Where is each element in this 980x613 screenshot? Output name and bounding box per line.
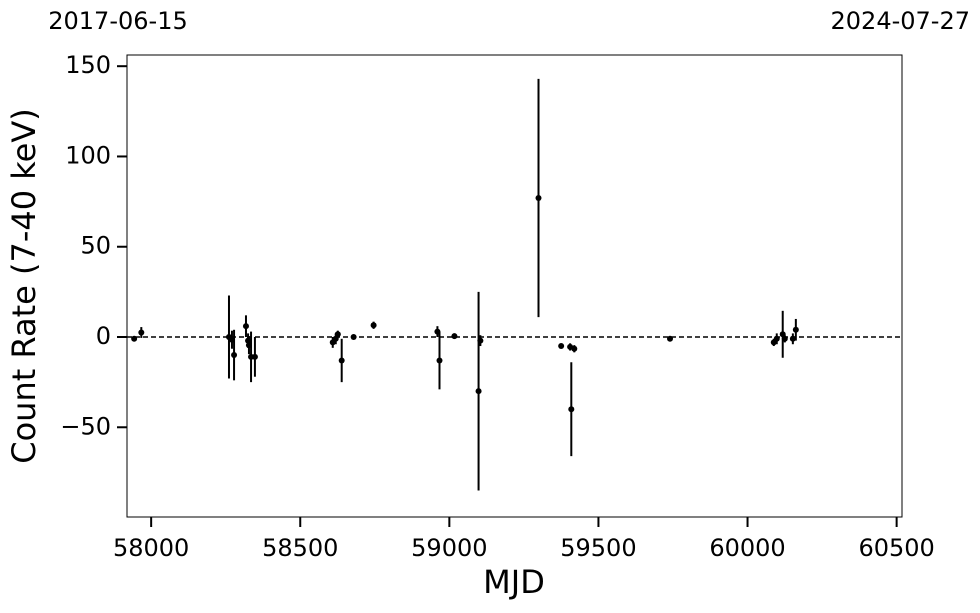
data-point	[667, 335, 674, 342]
data-point	[242, 323, 249, 330]
data-point	[131, 335, 138, 342]
data-point	[334, 331, 341, 338]
data-point	[781, 335, 788, 342]
x-tick-label: 59500	[560, 534, 636, 562]
data-point	[558, 343, 565, 350]
y-tick-label: 150	[65, 51, 111, 79]
data-point	[138, 329, 145, 336]
data-point	[535, 194, 542, 201]
data-point	[338, 357, 345, 364]
x-axis-label: MJD	[483, 563, 545, 601]
start-date: 2017-06-15	[48, 7, 187, 35]
data-point	[571, 345, 578, 352]
end-date: 2024-07-27	[831, 7, 970, 35]
x-tick-label: 59000	[411, 534, 487, 562]
y-tick-label: 50	[80, 232, 111, 260]
data-point	[436, 357, 443, 364]
y-tick-label: 0	[96, 322, 111, 350]
data-point	[350, 334, 357, 341]
data-point	[231, 352, 238, 359]
x-tick-label: 60000	[709, 534, 785, 562]
data-point	[773, 335, 780, 342]
x-tick-label: 58000	[113, 534, 189, 562]
data-point	[789, 335, 796, 342]
data-point	[451, 333, 458, 340]
x-tick-label: 60500	[858, 534, 934, 562]
y-axis-label: Count Rate (7-40 keV)	[5, 108, 43, 463]
data-point	[477, 337, 484, 344]
y-tick-label: 100	[65, 141, 111, 169]
plot-frame	[126, 54, 903, 518]
data-point	[568, 406, 575, 413]
y-tick-label: −50	[60, 412, 111, 440]
data-point	[370, 322, 377, 329]
x-tick-label: 58500	[262, 534, 338, 562]
data-point	[251, 353, 258, 360]
data-point	[475, 388, 482, 395]
data-point	[792, 326, 799, 333]
